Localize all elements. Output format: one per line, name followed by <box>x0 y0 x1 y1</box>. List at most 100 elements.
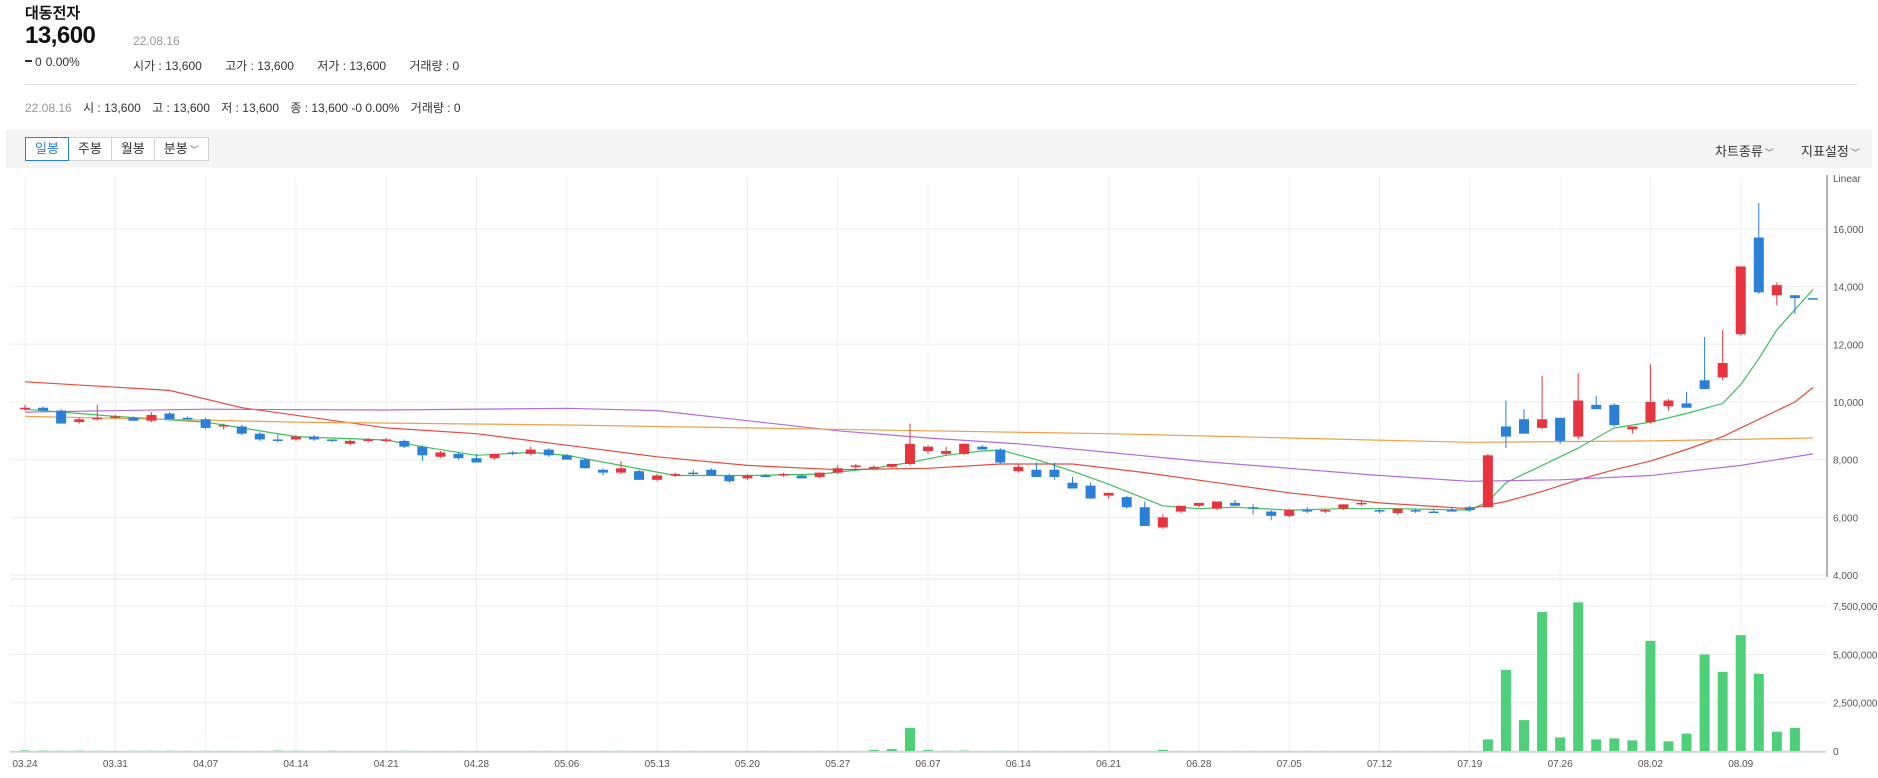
chart-type-dropdown[interactable]: 차트종류 ﹀ <box>1715 141 1774 160</box>
candle-body <box>543 449 554 456</box>
change-percent: 0.00% <box>45 55 80 69</box>
candle-body <box>616 468 627 473</box>
date-tick-label: 03.31 <box>103 759 128 770</box>
candle-body <box>1410 510 1421 512</box>
price-tick-label: 4,000 <box>1833 571 1858 582</box>
candle-body <box>1771 285 1782 296</box>
stock-chart[interactable]: Linear 16,000 14,000 12,000 10,000 8,000 6,000… <box>0 170 1878 775</box>
date-tick-label: 07.19 <box>1457 759 1482 770</box>
candle-body <box>327 439 338 441</box>
date-tick-label: 05.06 <box>554 759 579 770</box>
date-tick-label: 08.02 <box>1638 759 1663 770</box>
candle-body <box>56 410 67 424</box>
tab-daily[interactable]: 일봉 <box>25 137 69 161</box>
candle-body <box>1627 426 1638 430</box>
price-tick-label: 16,000 <box>1833 225 1864 236</box>
chevron-down-icon: ﹀ <box>1850 148 1860 158</box>
candle-body <box>1284 510 1295 516</box>
change-value: 0 <box>35 55 42 69</box>
tab-weekly[interactable]: 주봉 <box>67 137 112 161</box>
volume-bar <box>1717 671 1728 751</box>
volume-bar <box>886 749 897 751</box>
price-tick-label: 6,000 <box>1833 513 1858 524</box>
tab-monthly[interactable]: 월봉 <box>110 137 155 161</box>
volume-bar <box>904 727 915 751</box>
candle-body <box>182 417 193 420</box>
info-close: 종 : 13,600 -0 0.00% <box>290 101 400 115</box>
candle-body <box>1735 266 1746 335</box>
candle-body <box>20 407 31 410</box>
candle-body <box>1699 380 1710 389</box>
candle-body <box>1428 511 1439 514</box>
candle-body <box>507 452 518 454</box>
date-tick-label: 04.21 <box>374 759 399 770</box>
candle-body <box>904 443 915 464</box>
candle-body <box>272 439 283 441</box>
candle-body <box>1139 507 1150 526</box>
candle-body <box>1320 510 1331 512</box>
candle-body <box>1392 508 1403 513</box>
volume-series <box>20 602 1800 751</box>
candle-body <box>290 436 301 440</box>
ma5-line <box>24 289 1814 511</box>
price-change: 0 0.00% <box>25 55 84 69</box>
candle-body <box>832 468 843 473</box>
candle-body <box>489 453 500 459</box>
candle-body <box>760 475 771 477</box>
candle-body <box>1302 510 1313 512</box>
candle-body <box>1482 455 1493 508</box>
stock-header: 대동전자 13,600 0 0.00% 22.08.16 시가 : 13,600 … <box>0 0 1878 84</box>
chart-type-label: 차트종류 <box>1715 144 1763 159</box>
header-divider <box>25 84 1857 85</box>
candle-body <box>1338 504 1349 509</box>
candle-body <box>345 440 356 444</box>
tab-minute[interactable]: 분봉 ﹀ <box>153 137 209 161</box>
indicator-label: 지표설정 <box>1801 144 1849 159</box>
candlestick-series <box>20 202 1818 529</box>
candle-body <box>959 443 970 454</box>
chart-toolbar: 일봉 주봉 월봉 분봉 ﹀ 차트종류 ﹀ 지표설정 ﹀ <box>6 130 1872 168</box>
candle-body <box>1807 298 1818 300</box>
candle-body <box>1519 419 1530 434</box>
volume-tick-label: 5,000,000 <box>1833 650 1878 661</box>
candle-body <box>218 425 229 427</box>
indicator-settings-dropdown[interactable]: 지표설정 ﹀ <box>1801 141 1860 160</box>
quote-date: 22.08.16 <box>133 34 180 48</box>
candle-body <box>724 475 735 482</box>
scale-type-label: Linear <box>1833 174 1861 185</box>
candle-body <box>417 446 428 456</box>
candle-body <box>453 453 464 459</box>
date-tick-label: 05.27 <box>825 759 850 770</box>
candle-body <box>200 419 211 428</box>
candle-body <box>814 472 825 477</box>
candle-body <box>634 471 645 480</box>
volume-bar <box>1500 669 1511 751</box>
volume-bar <box>1482 739 1493 751</box>
candle-body <box>850 465 861 467</box>
candle-body <box>1446 510 1457 512</box>
candle-body <box>579 459 590 469</box>
date-tick-label: 05.13 <box>645 759 670 770</box>
period-tabs: 일봉 주봉 월봉 분봉 ﹀ <box>25 137 209 161</box>
date-tick-label: 06.21 <box>1096 759 1121 770</box>
candle-body <box>74 419 85 423</box>
volume-bar <box>1789 727 1800 751</box>
candle-body <box>706 469 717 476</box>
price-tick-label: 10,000 <box>1833 398 1864 409</box>
price-tick-label: 8,000 <box>1833 456 1858 467</box>
candle-body <box>742 475 753 479</box>
date-tick-label: 03.24 <box>13 759 38 770</box>
candle-body <box>1753 237 1764 293</box>
current-price: 13,600 <box>25 22 96 49</box>
candle-body <box>1464 507 1475 511</box>
candle-body <box>1555 417 1566 441</box>
candle-body <box>1500 426 1511 437</box>
low-price: 저가 : 13,600 <box>317 59 387 73</box>
info-high: 고 : 13,600 <box>152 101 210 115</box>
candle-body <box>778 474 789 476</box>
ma60-line <box>24 407 1814 482</box>
volume-bar <box>1591 739 1602 751</box>
date-tick-label: 06.07 <box>916 759 941 770</box>
info-date: 22.08.16 <box>25 101 72 115</box>
stock-name: 대동전자 <box>25 5 81 22</box>
